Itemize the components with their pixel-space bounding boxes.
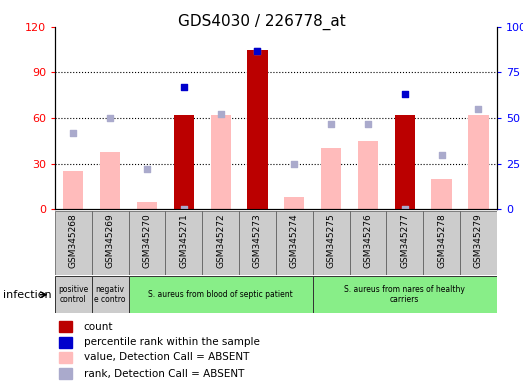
Bar — [460, 211, 497, 275]
Bar — [174, 115, 194, 209]
Bar — [92, 211, 129, 275]
Bar — [129, 276, 313, 313]
Bar — [423, 211, 460, 275]
Bar — [63, 171, 84, 209]
Point — [327, 121, 335, 127]
Text: infection: infection — [3, 290, 51, 300]
Point — [253, 48, 262, 54]
Point — [401, 206, 409, 212]
Bar — [129, 211, 165, 275]
Point — [474, 106, 483, 112]
Bar — [313, 211, 349, 275]
Point — [179, 206, 188, 212]
Text: GSM345272: GSM345272 — [216, 213, 225, 268]
Bar — [349, 211, 386, 275]
Bar — [59, 352, 72, 362]
Bar — [247, 50, 268, 209]
Text: S. aureus from nares of healthy
carriers: S. aureus from nares of healthy carriers — [344, 285, 465, 305]
Bar — [202, 211, 239, 275]
Bar — [211, 115, 231, 209]
Bar — [59, 337, 72, 348]
Point — [364, 121, 372, 127]
Text: value, Detection Call = ABSENT: value, Detection Call = ABSENT — [84, 352, 249, 362]
Point — [179, 84, 188, 90]
Point — [143, 166, 151, 172]
Bar — [55, 276, 92, 313]
Text: GSM345277: GSM345277 — [400, 213, 410, 268]
Text: GSM345268: GSM345268 — [69, 213, 78, 268]
Bar — [431, 179, 452, 209]
Text: rank, Detection Call = ABSENT: rank, Detection Call = ABSENT — [84, 369, 244, 379]
Text: GSM345271: GSM345271 — [179, 213, 188, 268]
Bar — [165, 211, 202, 275]
Bar — [59, 368, 72, 379]
Bar — [174, 115, 194, 209]
Text: positive
control: positive control — [58, 285, 88, 305]
Bar — [313, 276, 497, 313]
Bar — [321, 149, 341, 209]
Text: GSM345273: GSM345273 — [253, 213, 262, 268]
Bar — [55, 211, 92, 275]
Point — [253, 48, 262, 54]
Text: GSM345276: GSM345276 — [363, 213, 372, 268]
Bar — [92, 276, 129, 313]
Text: count: count — [84, 322, 113, 332]
Bar — [358, 141, 378, 209]
Point — [69, 130, 77, 136]
Text: GSM345274: GSM345274 — [290, 213, 299, 268]
Text: negativ
e contro: negativ e contro — [95, 285, 126, 305]
Text: GSM345270: GSM345270 — [142, 213, 152, 268]
Text: S. aureus from blood of septic patient: S. aureus from blood of septic patient — [148, 290, 293, 299]
Bar — [284, 197, 304, 209]
Point — [217, 111, 225, 118]
Point — [290, 161, 299, 167]
Text: GSM345269: GSM345269 — [106, 213, 115, 268]
Bar — [100, 152, 120, 209]
Bar — [395, 115, 415, 209]
Point — [106, 115, 115, 121]
Text: percentile rank within the sample: percentile rank within the sample — [84, 337, 259, 347]
Text: GSM345278: GSM345278 — [437, 213, 446, 268]
Point — [401, 91, 409, 98]
Bar — [386, 211, 423, 275]
Text: GSM345279: GSM345279 — [474, 213, 483, 268]
Text: GSM345275: GSM345275 — [327, 213, 336, 268]
Text: GDS4030 / 226778_at: GDS4030 / 226778_at — [178, 13, 345, 30]
Bar — [137, 202, 157, 209]
Bar — [468, 115, 488, 209]
Point — [437, 152, 446, 158]
Bar — [59, 321, 72, 332]
Bar — [276, 211, 313, 275]
Bar — [239, 211, 276, 275]
